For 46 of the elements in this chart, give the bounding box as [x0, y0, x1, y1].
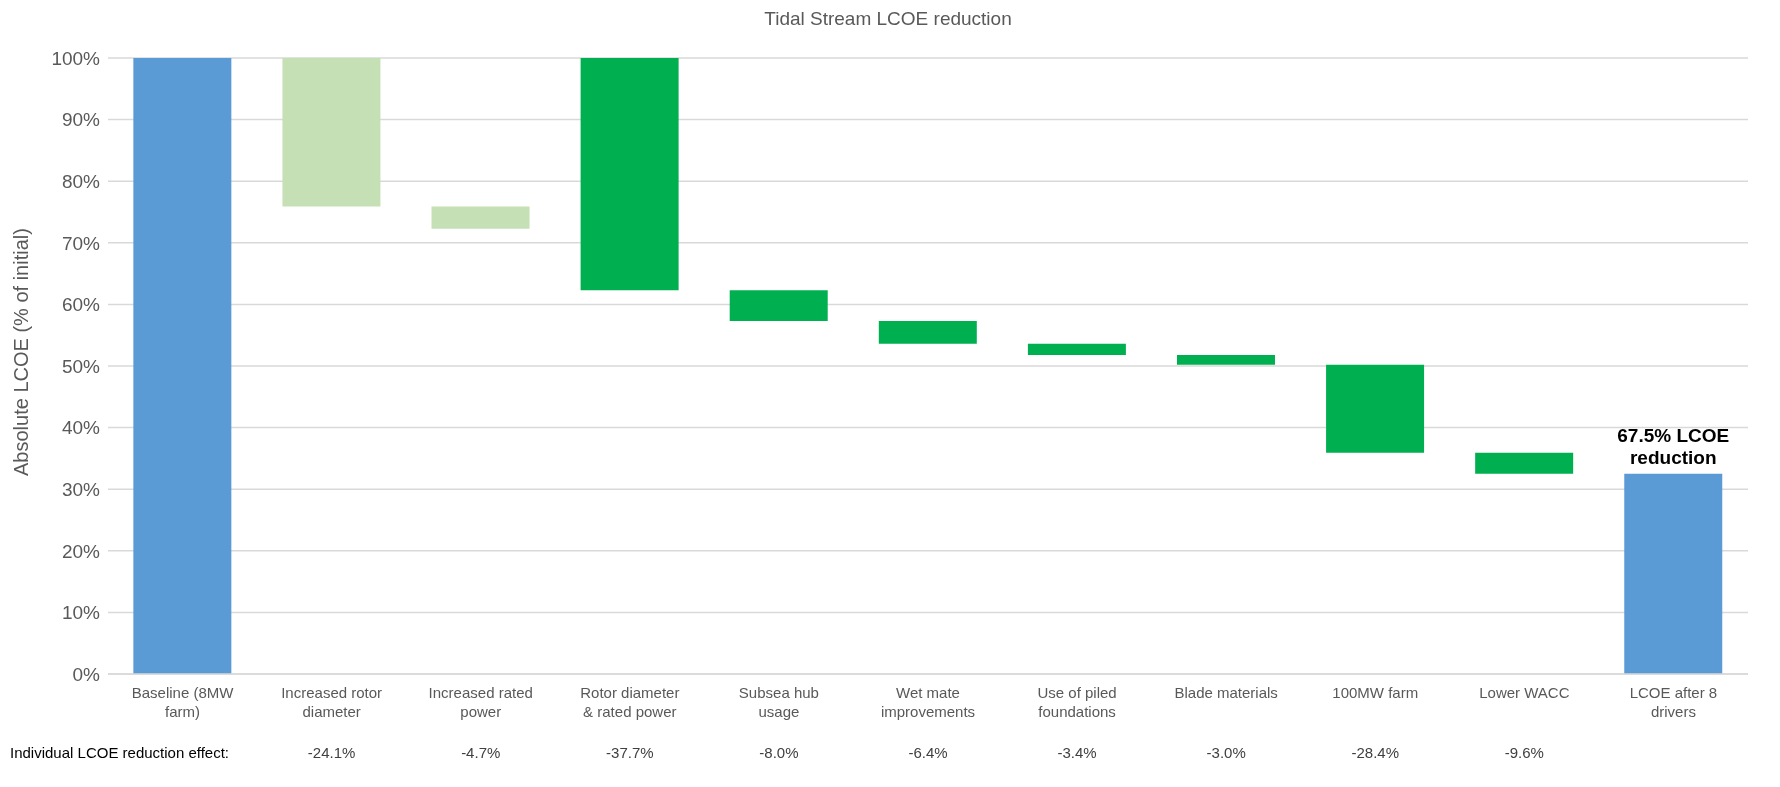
bar: [1624, 473, 1723, 674]
text: -6.4%: [907, 744, 949, 761]
text: -9.6%: [1503, 744, 1545, 761]
y-tick-label: 0%: [72, 663, 101, 685]
bar: [580, 58, 679, 291]
text: -8.0%: [758, 744, 800, 761]
x-tick-label: Increased rated power: [428, 684, 533, 720]
x-tick-label: 100MW farm: [1332, 684, 1419, 701]
text: -4.7%: [460, 744, 502, 761]
text: -37.7%: [605, 744, 655, 761]
y-tick-label: 30%: [61, 478, 101, 500]
x-tick-label: Use of piled foundations: [1037, 684, 1117, 720]
text: -3.0%: [1205, 744, 1247, 761]
y-tick-label: 90%: [61, 109, 101, 131]
chart-title: Tidal Stream LCOE reduction: [763, 8, 1013, 31]
y-tick-label: 80%: [61, 170, 101, 192]
text: -24.1%: [306, 744, 357, 761]
y-tick-label: 10%: [61, 602, 101, 624]
x-tick-label: LCOE after 8 drivers: [1629, 684, 1718, 720]
bar: [282, 58, 381, 207]
y-tick-label: 60%: [61, 294, 101, 316]
text: -28.4%: [1350, 744, 1401, 761]
bar: [729, 290, 828, 322]
x-tick-label: Rotor diameter & rated power: [580, 684, 680, 720]
bar: [1027, 343, 1126, 355]
bar: [1475, 452, 1574, 474]
y-axis-title: Absolute LCOE (% of initial): [10, 228, 33, 476]
y-tick-label: 50%: [61, 355, 101, 377]
text: Individual LCOE reduction effect:: [10, 744, 230, 761]
bar: [1176, 354, 1275, 365]
x-tick-label: Subsea hub usage: [738, 684, 819, 720]
x-tick-label: Wet mate improvements: [880, 684, 976, 720]
bar: [133, 58, 232, 674]
x-tick-label: Increased rotor diameter: [281, 684, 383, 720]
x-tick-label: Blade materials: [1174, 684, 1278, 701]
bar: [431, 206, 530, 229]
y-tick-label: 100%: [51, 47, 101, 69]
x-tick-label: Lower WACC: [1479, 684, 1570, 701]
y-tick-label: 40%: [61, 417, 101, 439]
text: -3.4%: [1056, 744, 1098, 761]
bar: [1326, 364, 1425, 453]
bar: [878, 321, 977, 344]
annotation: 67.5% LCOE reduction: [1617, 424, 1730, 468]
x-tick-label: Baseline (8MW farm): [131, 684, 235, 720]
y-tick-label: 70%: [61, 232, 101, 254]
y-tick-label: 20%: [61, 540, 101, 562]
